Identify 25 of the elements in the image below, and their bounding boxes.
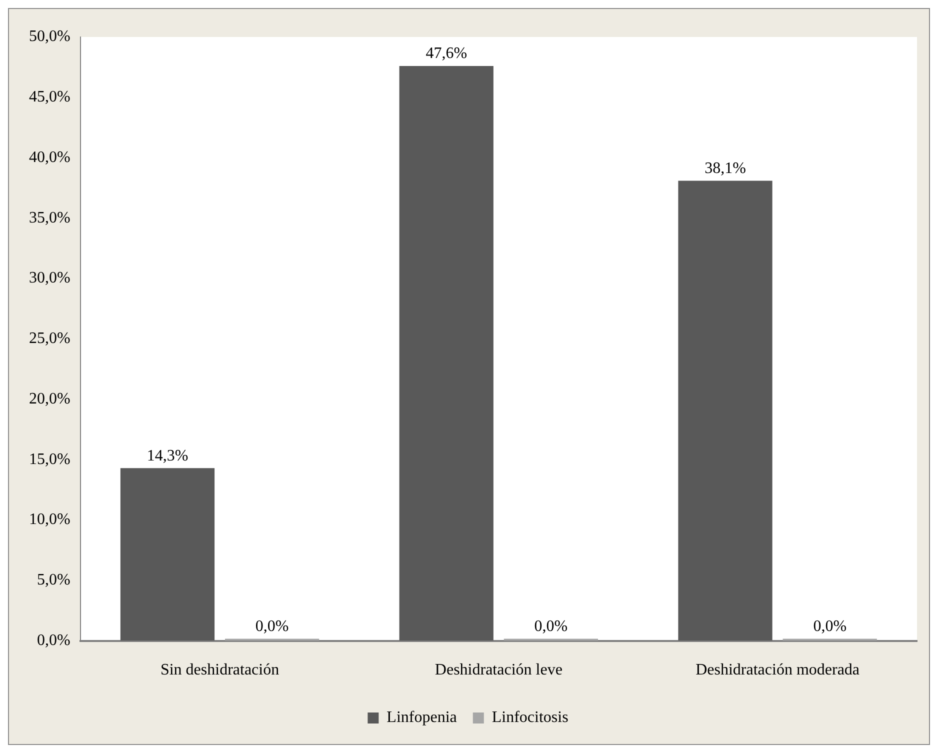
legend-label: Linfocitosis [492, 709, 568, 726]
data-label: 0,0% [534, 618, 568, 636]
data-label: 0,0% [255, 618, 289, 636]
y-tick-label: 25,0% [29, 330, 70, 348]
x-tick-label: Deshidratación moderada [696, 662, 860, 679]
y-tick-label: 10,0% [29, 511, 70, 528]
y-tick-label: 50,0% [29, 28, 70, 46]
y-tick-label: 30,0% [29, 270, 70, 287]
y-tick-label: 5,0% [37, 572, 70, 589]
bar [120, 468, 215, 641]
y-tick-label: 20,0% [29, 390, 70, 408]
bar [678, 180, 772, 641]
data-label: 0,0% [813, 618, 847, 636]
y-tick-label: 45,0% [29, 88, 70, 106]
y-tick-label: 0,0% [37, 632, 70, 650]
x-tick-label: Deshidratación leve [434, 662, 562, 679]
y-tick-label: 15,0% [29, 450, 70, 468]
data-label: 38,1% [704, 160, 746, 177]
data-label: 14,3% [146, 447, 188, 464]
legend-label: Linfopenia [386, 709, 457, 726]
bar [399, 66, 494, 641]
y-tick-label: 35,0% [29, 209, 70, 226]
x-tick-label: Sin deshidratación [160, 662, 280, 679]
y-tick-label: 40,0% [29, 148, 70, 166]
data-label: 47,6% [426, 45, 468, 62]
